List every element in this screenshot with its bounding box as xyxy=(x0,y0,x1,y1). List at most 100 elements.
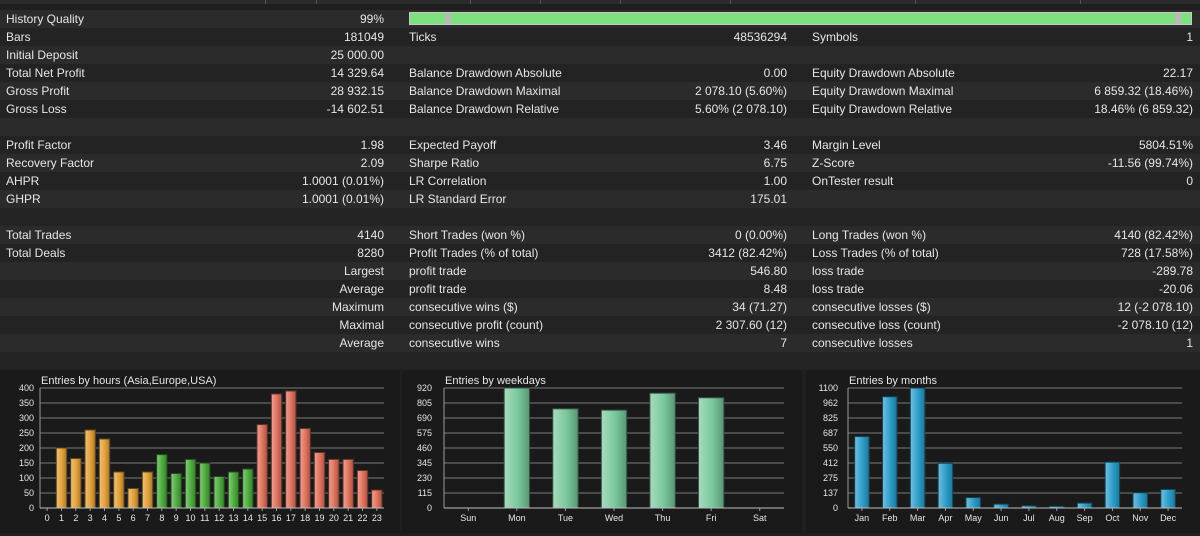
balance-dd-abs-label: Balance Drawdown Absolute xyxy=(409,66,562,80)
y-tick-label: 230 xyxy=(417,473,432,483)
history-quality-bar xyxy=(409,12,1192,25)
chart-bar xyxy=(70,458,82,509)
detail-prefix: Maximum xyxy=(331,300,384,314)
y-tick-label: 400 xyxy=(19,383,34,393)
total-deals-label: Total Deals xyxy=(6,246,66,260)
chart-bar xyxy=(909,387,926,509)
sharpe-ratio-value: 6.75 xyxy=(763,156,787,170)
profit-factor-value: 1.98 xyxy=(360,138,384,152)
x-tick-label: Oct xyxy=(1105,513,1120,523)
chart-bar xyxy=(1076,502,1093,509)
detail-prefix: Largest xyxy=(343,264,384,278)
chart-months: Entries by months 0 137 275 412 550 687 825 962 1… xyxy=(819,375,1182,523)
chart-bar xyxy=(552,408,579,509)
ahpr-label: AHPR xyxy=(6,174,40,188)
detail-mid-label: profit trade xyxy=(409,264,467,278)
chart-bar xyxy=(698,397,725,509)
balance-dd-max-label: Balance Drawdown Maximal xyxy=(409,84,561,98)
chart-bar xyxy=(299,428,311,509)
y-tick-label: 150 xyxy=(19,458,34,468)
x-tick-label: 12 xyxy=(214,513,224,523)
y-tick-label: 0 xyxy=(427,503,432,513)
balance-dd-rel-label: Balance Drawdown Relative xyxy=(409,102,560,116)
initial-deposit-label: Initial Deposit xyxy=(6,48,79,62)
chart-weekdays-panel: Entries by weekdays 0 115 230 345 460 575 690 80… xyxy=(402,370,802,533)
margin-level-label: Margin Level xyxy=(812,138,881,152)
expected-payoff-label: Expected Payoff xyxy=(409,138,497,152)
x-tick-label: 22 xyxy=(357,513,367,523)
chart-bar xyxy=(170,473,182,509)
chart-bar xyxy=(649,392,676,509)
detail-mid-label: consecutive wins xyxy=(409,336,500,350)
total-net-profit-value: 14 329.64 xyxy=(330,66,384,80)
x-tick-label: Feb xyxy=(882,513,898,523)
x-tick-label: Aug xyxy=(1049,513,1065,523)
x-tick-label: 5 xyxy=(116,513,121,523)
x-tick-label: 0 xyxy=(45,513,50,523)
equity-dd-max-value: 6 859.32 (18.46%) xyxy=(1094,84,1193,98)
x-tick-label: Mon xyxy=(508,513,526,523)
equity-dd-max-label: Equity Drawdown Maximal xyxy=(812,84,954,98)
detail-mid-value: 546.80 xyxy=(750,264,787,278)
total-trades-label: Total Trades xyxy=(6,228,72,242)
x-tick-label: 9 xyxy=(174,513,179,523)
detail-mid-value: 8.48 xyxy=(763,282,787,296)
x-tick-label: 20 xyxy=(329,513,339,523)
short-trades-label: Short Trades (won %) xyxy=(409,228,526,242)
recovery-factor-value: 2.09 xyxy=(360,156,384,170)
chart-bar xyxy=(313,452,326,509)
x-tick-label: 8 xyxy=(159,513,164,523)
y-tick-label: 687 xyxy=(823,428,838,438)
y-tick-label: 350 xyxy=(19,398,34,408)
x-tick-label: 2 xyxy=(73,513,78,523)
x-tick-label: 19 xyxy=(314,513,324,523)
total-trades-value: 4140 xyxy=(357,228,384,242)
chart-bar xyxy=(141,471,154,509)
recovery-factor-label: Recovery Factor xyxy=(6,156,95,170)
y-tick-label: 250 xyxy=(19,428,34,438)
chart-bar xyxy=(270,393,283,509)
y-tick-label: 805 xyxy=(417,398,432,408)
detail-mid-value: 7 xyxy=(780,336,787,350)
profit-trades-label: Profit Trades (% of total) xyxy=(409,246,539,260)
chart-title: Entries by weekdays xyxy=(445,375,546,387)
x-tick-label: 17 xyxy=(286,513,296,523)
chart-bar xyxy=(937,462,954,509)
detail-mid-label: consecutive profit (count) xyxy=(409,318,544,332)
chart-bar xyxy=(55,447,68,509)
chart-bar xyxy=(965,497,981,509)
balance-dd-abs-value: 0.00 xyxy=(763,66,787,80)
y-tick-label: 0 xyxy=(29,503,34,513)
x-tick-label: Mar xyxy=(910,513,926,523)
profit-factor-label: Profit Factor xyxy=(6,138,72,152)
ontester-label: OnTester result xyxy=(812,174,894,188)
x-tick-label: Tue xyxy=(558,513,573,523)
y-tick-label: 962 xyxy=(823,398,838,408)
chart-title: Entries by hours (Asia,Europe,USA) xyxy=(41,375,216,387)
x-tick-label: 4 xyxy=(102,513,107,523)
chart-bar xyxy=(854,436,870,509)
chart-bar xyxy=(127,488,139,509)
detail-right-label: loss trade xyxy=(812,264,865,278)
detail-right-value: 1 xyxy=(1186,336,1193,350)
chart-bar xyxy=(1132,492,1148,509)
chart-bar xyxy=(227,471,240,509)
sharpe-ratio-label: Sharpe Ratio xyxy=(409,156,480,170)
chart-title: Entries by months xyxy=(849,375,938,387)
expected-payoff-value: 3.46 xyxy=(763,138,787,152)
detail-right-value: -2 078.10 (12) xyxy=(1117,318,1193,332)
bars-value: 181049 xyxy=(343,30,384,44)
history-quality-value: 99% xyxy=(359,12,384,26)
chart-months-panel: Entries by months 0 137 275 412 550 687 825 962 1… xyxy=(806,370,1200,533)
chart-bar xyxy=(184,458,197,509)
long-trades-value: 4140 (82.42%) xyxy=(1114,228,1193,242)
gross-loss-label: Gross Loss xyxy=(6,102,67,116)
ontester-value: 0 xyxy=(1186,174,1193,188)
equity-dd-rel-value: 18.46% (6 859.32) xyxy=(1094,102,1193,116)
y-tick-label: 115 xyxy=(418,488,432,498)
x-tick-label: Apr xyxy=(938,513,952,523)
y-tick-label: 345 xyxy=(417,458,432,468)
detail-mid-label: consecutive wins ($) xyxy=(409,300,518,314)
x-tick-label: Fri xyxy=(706,513,717,523)
symbols-value: 1 xyxy=(1186,30,1193,44)
